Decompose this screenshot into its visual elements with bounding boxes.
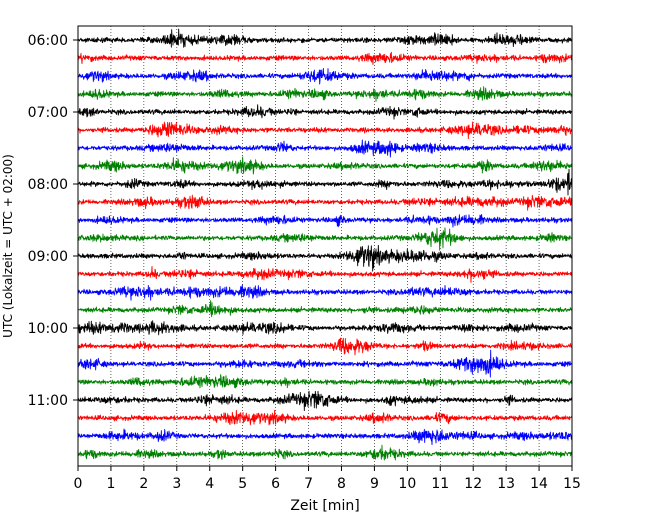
x-tick-label: 7 <box>304 476 313 492</box>
trace-line <box>77 390 573 412</box>
trace-line <box>77 320 573 336</box>
y-axis-ticks: 06:00 07:00 08:00 09:00 10:00 11:00 <box>28 33 78 409</box>
trace-line <box>77 349 573 378</box>
x-tick-label: 10 <box>398 476 416 492</box>
x-tick-label: 13 <box>497 476 515 492</box>
trace-line <box>77 227 573 251</box>
trace-line <box>77 284 573 301</box>
trace-line <box>77 51 573 66</box>
trace-line <box>77 266 573 283</box>
trace-line <box>77 67 573 85</box>
x-tick-label: 3 <box>172 476 181 492</box>
x-tick-label: 15 <box>563 476 581 492</box>
trace-line <box>77 28 573 48</box>
trace-line <box>77 121 573 140</box>
y-tick-label: 08:00 <box>28 177 68 193</box>
x-axis-label: Zeit [min] <box>290 498 359 514</box>
x-tick-label: 8 <box>337 476 346 492</box>
x-tick-label: 5 <box>238 476 247 492</box>
x-tick-label: 9 <box>370 476 379 492</box>
trace-line <box>77 194 573 211</box>
trace-line <box>77 300 573 318</box>
trace-line <box>77 337 573 356</box>
trace-line <box>77 104 573 120</box>
x-tick-label: 1 <box>106 476 115 492</box>
x-tick-label: 4 <box>205 476 214 492</box>
trace-line <box>77 156 573 175</box>
plot-frame <box>77 25 573 467</box>
y-tick-label: 07:00 <box>28 105 68 121</box>
y-tick-label: 11:00 <box>28 393 68 409</box>
y-tick-label: 10:00 <box>28 321 68 337</box>
trace-line <box>77 428 573 446</box>
trace-line <box>77 409 573 426</box>
trace-line <box>77 444 573 461</box>
x-axis-ticks: 0 1 2 3 4 5 6 7 8 9 10 11 12 13 14 15 <box>74 466 581 492</box>
y-tick-label: 09:00 <box>28 249 68 265</box>
trace-line <box>77 139 573 158</box>
trace-line <box>77 374 573 389</box>
trace-line <box>77 86 573 102</box>
x-tick-label: 11 <box>431 476 449 492</box>
y-axis-label: UTC (Lokalzeit = UTC + 02:00) <box>1 154 15 338</box>
trace-line <box>77 244 573 272</box>
x-tick-label: 0 <box>74 476 83 492</box>
y-tick-label: 06:00 <box>28 33 68 49</box>
x-tick-label: 6 <box>271 476 280 492</box>
trace-line <box>77 214 573 228</box>
x-tick-label: 14 <box>530 476 548 492</box>
seismogram-traces <box>77 28 573 461</box>
x-tick-label: 2 <box>139 476 148 492</box>
trace-line <box>77 168 573 196</box>
x-tick-label: 12 <box>464 476 482 492</box>
